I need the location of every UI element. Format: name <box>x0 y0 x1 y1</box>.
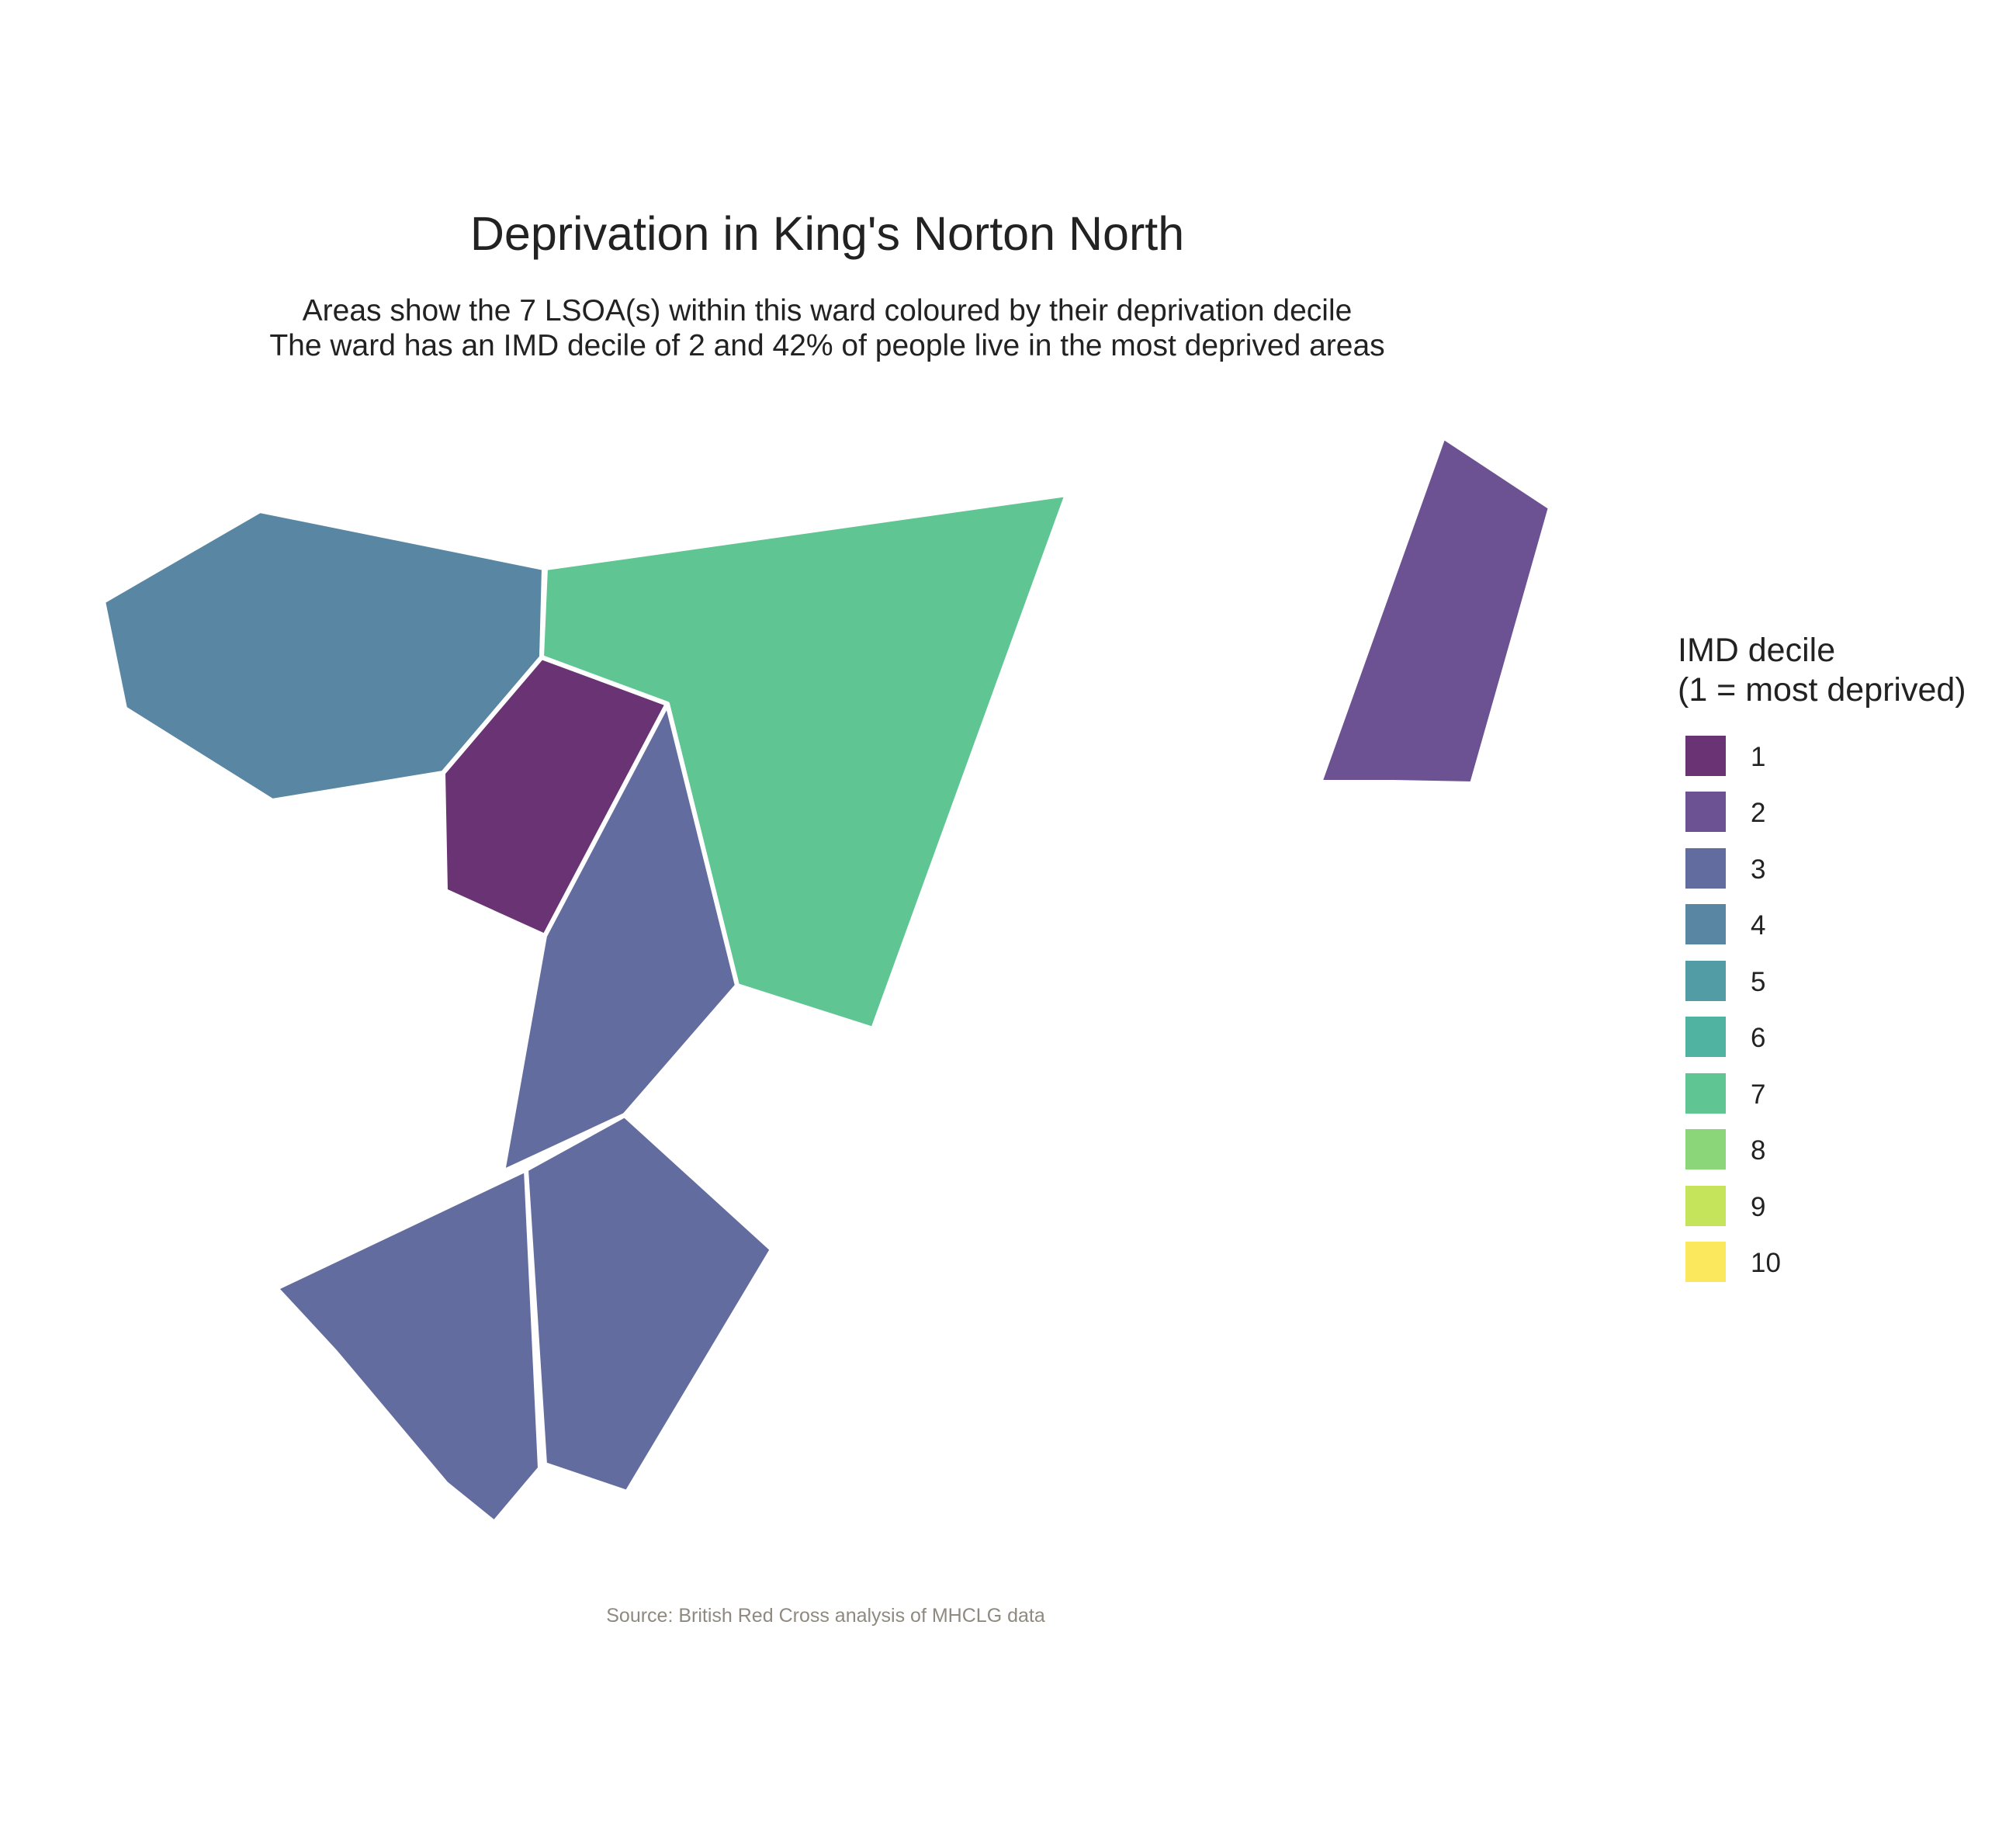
legend-label-5: 5 <box>1751 967 1765 997</box>
map-caption: Source: British Red Cross analysis of MH… <box>606 1605 1045 1627</box>
map-title: Deprivation in King's Norton North <box>470 207 1184 260</box>
legend-swatch-3 <box>1685 848 1726 889</box>
lsoa-area-decile-3 <box>501 702 740 1174</box>
legend-label-2: 2 <box>1751 798 1765 828</box>
map-subtitle-line-2: The ward has an IMD decile of 2 and 42% … <box>269 329 1384 362</box>
legend-label-6: 6 <box>1751 1023 1765 1053</box>
map-subtitle-line-1: Areas show the 7 LSOA(s) within this war… <box>303 294 1353 327</box>
lsoa-area-decile-1 <box>441 655 670 938</box>
legend-swatch-1 <box>1685 736 1726 776</box>
legend-label-8: 8 <box>1751 1135 1765 1166</box>
lsoa-area-decile-3 <box>274 1167 542 1525</box>
legend-swatch-2 <box>1685 792 1726 832</box>
legend-label-1: 1 <box>1751 742 1765 772</box>
legend-label-4: 4 <box>1751 910 1765 941</box>
legend-label-7: 7 <box>1751 1079 1765 1110</box>
legend-title-line-1: IMD decile <box>1678 632 1835 669</box>
legend-swatch-7 <box>1685 1073 1726 1114</box>
legend-label-10: 10 <box>1751 1248 1781 1278</box>
lsoa-area-decile-2 <box>1318 435 1553 786</box>
legend-swatch-6 <box>1685 1017 1726 1057</box>
legend-title-line-2: (1 = most deprived) <box>1678 671 1966 709</box>
legend: IMD decile (1 = most deprived) 1 2 3 4 5… <box>1678 632 1966 1282</box>
legend-swatch-8 <box>1685 1129 1726 1169</box>
legend-label-9: 9 <box>1751 1192 1765 1222</box>
legend-swatch-5 <box>1685 961 1726 1001</box>
legend-swatch-9 <box>1685 1186 1726 1226</box>
legend-swatch-10 <box>1685 1242 1726 1282</box>
legend-label-3: 3 <box>1751 854 1765 885</box>
legend-swatch-4 <box>1685 904 1726 944</box>
lsoa-area-decile-3 <box>524 1113 774 1495</box>
lsoa-areas <box>101 435 1553 1525</box>
